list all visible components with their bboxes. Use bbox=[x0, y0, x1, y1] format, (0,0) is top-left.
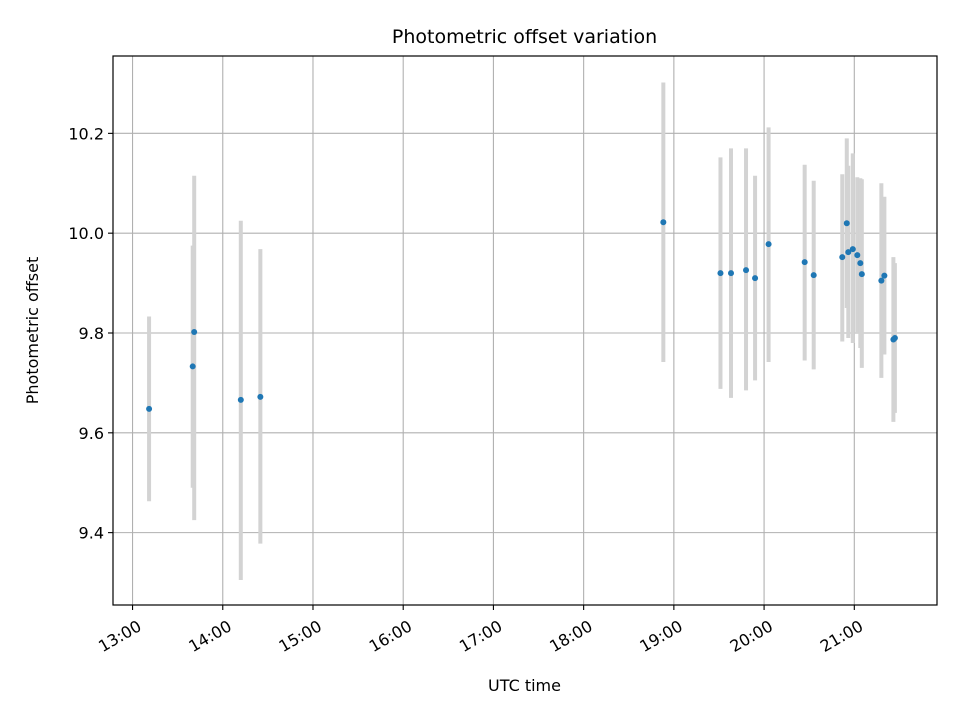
data-point bbox=[237, 396, 244, 403]
x-axis-label: UTC time bbox=[488, 676, 561, 695]
data-point bbox=[257, 393, 264, 400]
data-point bbox=[810, 272, 817, 279]
data-points bbox=[146, 219, 898, 412]
y-axis-label: Photometric offset bbox=[23, 257, 42, 405]
data-point bbox=[189, 363, 196, 370]
y-tick-label: 9.4 bbox=[79, 524, 104, 543]
data-point bbox=[843, 220, 850, 227]
plot-area-frame bbox=[112, 55, 938, 606]
data-point bbox=[857, 260, 864, 267]
data-point bbox=[765, 241, 772, 248]
data-point bbox=[858, 271, 865, 278]
y-tick-label: 10.2 bbox=[68, 124, 104, 143]
grid bbox=[113, 56, 937, 605]
data-point bbox=[881, 272, 888, 279]
data-point bbox=[849, 246, 856, 253]
y-tick-label: 9.6 bbox=[79, 424, 104, 443]
data-point bbox=[854, 252, 861, 259]
data-point bbox=[191, 328, 198, 335]
data-point bbox=[717, 270, 724, 277]
y-tick-label: 10.0 bbox=[68, 224, 104, 243]
data-point bbox=[839, 254, 846, 261]
data-point bbox=[801, 259, 808, 266]
data-point bbox=[878, 277, 885, 284]
data-point bbox=[146, 405, 153, 412]
data-point bbox=[743, 267, 750, 274]
y-tick-label: 9.8 bbox=[79, 324, 104, 343]
data-point bbox=[660, 219, 667, 226]
chart-title: Photometric offset variation bbox=[392, 26, 657, 48]
data-point bbox=[891, 334, 898, 341]
data-point bbox=[752, 275, 759, 282]
y-axis: 9.4 9.6 9.8 10.0 10.2 bbox=[68, 124, 113, 543]
data-point bbox=[728, 270, 734, 277]
data-point bbox=[845, 249, 852, 256]
